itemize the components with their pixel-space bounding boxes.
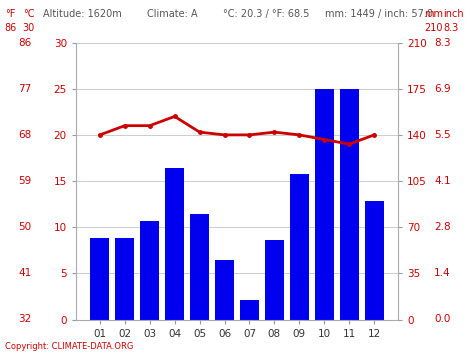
Text: 41: 41 [18, 268, 31, 278]
Bar [240, 300, 259, 320]
Bar [165, 168, 184, 320]
Bar [91, 238, 109, 320]
Text: 8.3: 8.3 [434, 38, 451, 48]
Text: 1.4: 1.4 [434, 268, 451, 278]
Text: 0.0: 0.0 [434, 315, 451, 324]
Bar [190, 214, 209, 320]
Text: 59: 59 [18, 176, 31, 186]
Bar [315, 89, 334, 320]
Text: 86: 86 [5, 23, 17, 33]
Bar [215, 260, 234, 320]
Bar [365, 201, 383, 320]
Text: mm: mm [424, 9, 443, 19]
Text: °C: °C [23, 9, 34, 19]
Text: 6.9: 6.9 [434, 84, 451, 94]
Bar [290, 174, 309, 320]
Text: 50: 50 [18, 222, 31, 232]
Text: mm: 1449 / inch: 57.0: mm: 1449 / inch: 57.0 [325, 9, 433, 19]
Bar [116, 238, 134, 320]
Text: 68: 68 [18, 130, 31, 140]
Text: 4.1: 4.1 [434, 176, 451, 186]
Text: inch: inch [443, 9, 464, 19]
Text: 32: 32 [18, 315, 31, 324]
Bar [340, 89, 358, 320]
Text: °C: 20.3 / °F: 68.5: °C: 20.3 / °F: 68.5 [223, 9, 309, 19]
Text: 30: 30 [23, 23, 35, 33]
Text: 2.8: 2.8 [434, 222, 451, 232]
Bar [265, 240, 284, 320]
Bar [140, 220, 159, 320]
Text: 8.3: 8.3 [443, 23, 458, 33]
Text: Copyright: CLIMATE-DATA.ORG: Copyright: CLIMATE-DATA.ORG [5, 343, 133, 351]
Text: °F: °F [5, 9, 15, 19]
Text: 210: 210 [424, 23, 443, 33]
Text: Altitude: 1620m: Altitude: 1620m [43, 9, 121, 19]
Text: Climate: A: Climate: A [147, 9, 198, 19]
Text: 86: 86 [18, 38, 31, 48]
Text: 77: 77 [18, 84, 31, 94]
Text: 5.5: 5.5 [434, 130, 451, 140]
